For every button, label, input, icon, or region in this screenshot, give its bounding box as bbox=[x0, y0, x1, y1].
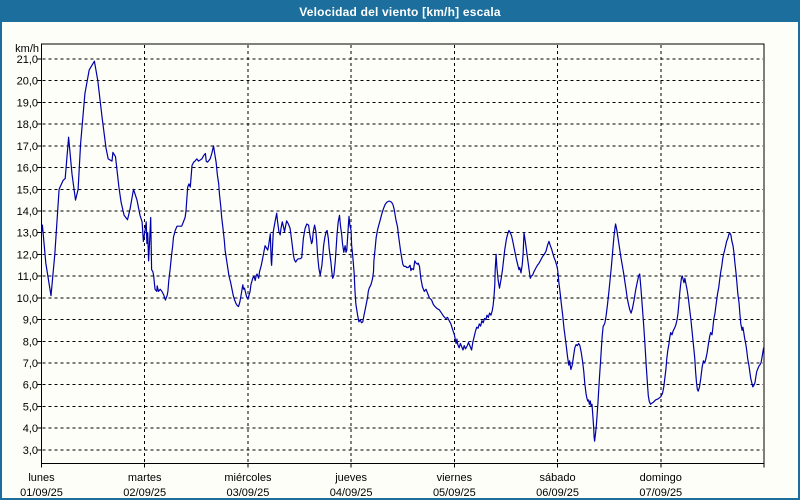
chart-title: Velocidad del viento [km/h] escala bbox=[299, 5, 501, 19]
x-day-name: miércoles bbox=[224, 472, 272, 484]
y-tick-label: 10,0 bbox=[17, 293, 38, 305]
x-day-name: martes bbox=[128, 472, 162, 484]
y-tick-label: 15,0 bbox=[17, 184, 38, 196]
x-day-date: 07/09/25 bbox=[639, 487, 682, 499]
x-day-name: sábado bbox=[540, 472, 576, 484]
y-tick-label: 21,0 bbox=[17, 54, 38, 66]
plot-border bbox=[41, 43, 765, 464]
x-day-date: 06/09/25 bbox=[536, 487, 579, 499]
y-tick-label: 20,0 bbox=[17, 76, 38, 88]
y-tick-label: 7,0 bbox=[23, 358, 38, 370]
x-day-date: 03/09/25 bbox=[227, 487, 270, 499]
y-tick-label: 16,0 bbox=[17, 163, 38, 175]
y-tick-label: 13,0 bbox=[17, 228, 38, 240]
y-tick-label: 19,0 bbox=[17, 97, 38, 109]
y-tick-label: 18,0 bbox=[17, 119, 38, 131]
y-tick-label: 9,0 bbox=[23, 315, 38, 327]
chart-title-bar: Velocidad del viento [km/h] escala bbox=[2, 2, 798, 22]
y-tick-label: 11,0 bbox=[17, 271, 38, 283]
x-day-date: 01/09/25 bbox=[20, 487, 63, 499]
y-tick-label: 4,0 bbox=[23, 423, 38, 435]
y-tick-label: 5,0 bbox=[23, 401, 38, 413]
y-tick-label: 3,0 bbox=[23, 445, 38, 457]
y-tick-label: 12,0 bbox=[17, 249, 38, 261]
x-day-date: 04/09/25 bbox=[330, 487, 373, 499]
x-day-name: jueves bbox=[334, 472, 367, 484]
wind-speed-line bbox=[40, 60, 765, 442]
x-day-name: domingo bbox=[640, 472, 682, 484]
x-day-date: 05/09/25 bbox=[433, 487, 476, 499]
y-tick-label: 8,0 bbox=[23, 336, 38, 348]
x-day-date: 02/09/25 bbox=[123, 487, 166, 499]
y-tick-label: 6,0 bbox=[23, 380, 38, 392]
y-tick-label: 17,0 bbox=[17, 141, 38, 153]
x-day-name: viernes bbox=[437, 472, 473, 484]
y-axis-unit-label: km/h bbox=[15, 43, 39, 55]
y-tick-label: 14,0 bbox=[17, 206, 38, 218]
x-day-name: lunes bbox=[28, 472, 55, 484]
